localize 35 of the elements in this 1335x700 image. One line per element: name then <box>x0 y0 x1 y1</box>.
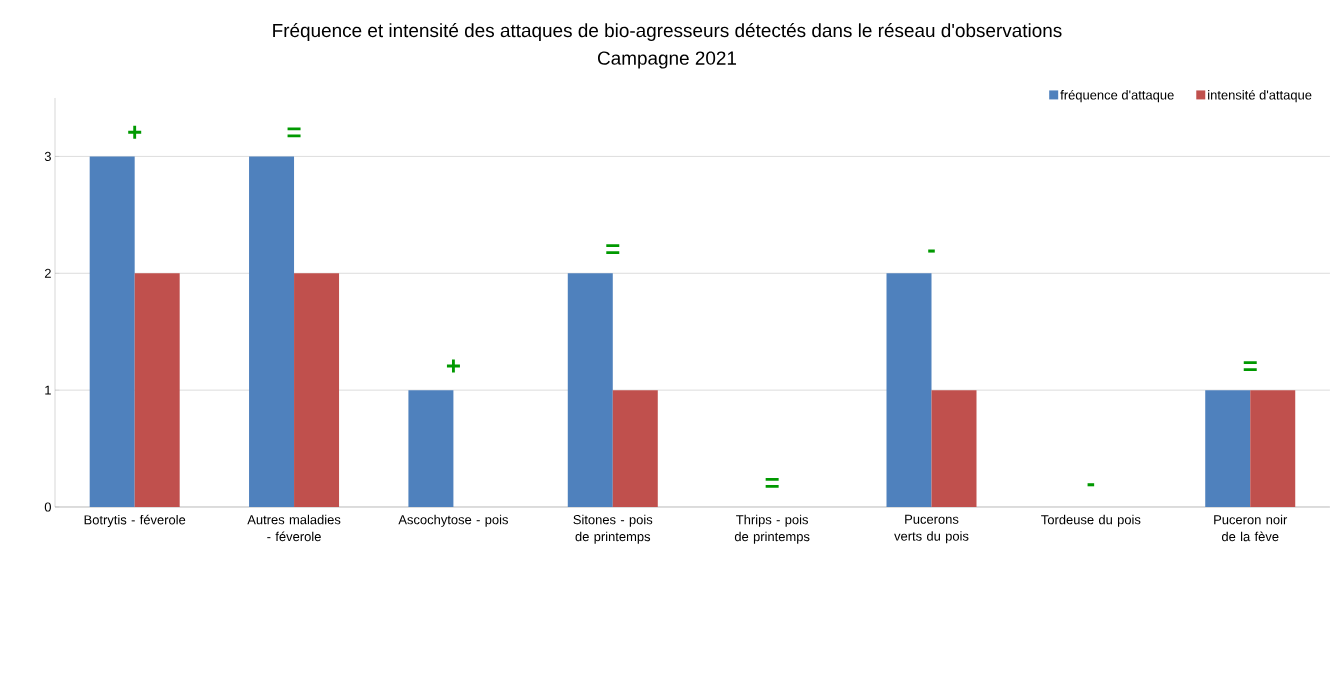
annotation: = <box>765 478 779 488</box>
y-tick-label: 1 <box>45 385 51 395</box>
x-tick-label: Ascochytose - pois <box>398 514 508 527</box>
y-tick-label: 0 <box>44 502 51 512</box>
annotation: = <box>606 244 620 255</box>
bar <box>89 156 135 507</box>
annotation: + <box>446 359 460 373</box>
x-tick-label: Pucerons verts du pois <box>894 514 969 544</box>
chart-subtitle: Campagne 2021 <box>597 51 737 69</box>
bar <box>931 390 977 507</box>
legend-label: intensité d'attaque <box>1208 89 1312 103</box>
annotation: = <box>287 127 301 138</box>
bar <box>886 273 932 507</box>
annotation: = <box>1243 361 1257 371</box>
x-tick-label: Puceron noir de la fève <box>1214 514 1288 542</box>
annotation: - <box>1087 483 1095 487</box>
bar <box>294 273 340 507</box>
chart-title: Fréquence et intensité des attaques de bio-agresseurs détectés dans le réseau d'observations <box>273 23 1062 41</box>
y-tick-label: 3 <box>44 151 51 161</box>
legend-label: fréquence d'attaque <box>1060 89 1174 103</box>
bar <box>408 390 454 507</box>
x-tick-label: Tordeuse du pois <box>1041 514 1141 527</box>
annotation: + <box>128 125 142 139</box>
bar <box>612 390 658 507</box>
bar <box>1205 390 1251 507</box>
bar <box>249 156 295 507</box>
annotation: - <box>928 249 935 253</box>
x-tick-label: Autres maladies - féverole <box>247 514 341 542</box>
x-tick-label: Sitones - pois de printemps <box>573 514 653 544</box>
bar <box>1250 390 1296 507</box>
y-tick-label: 2 <box>44 268 51 278</box>
x-tick-label: Thrips - pois de printemps <box>734 514 810 544</box>
bar <box>134 273 180 507</box>
bar <box>567 273 613 507</box>
x-tick-label: Botrytis - féverole <box>84 514 186 527</box>
